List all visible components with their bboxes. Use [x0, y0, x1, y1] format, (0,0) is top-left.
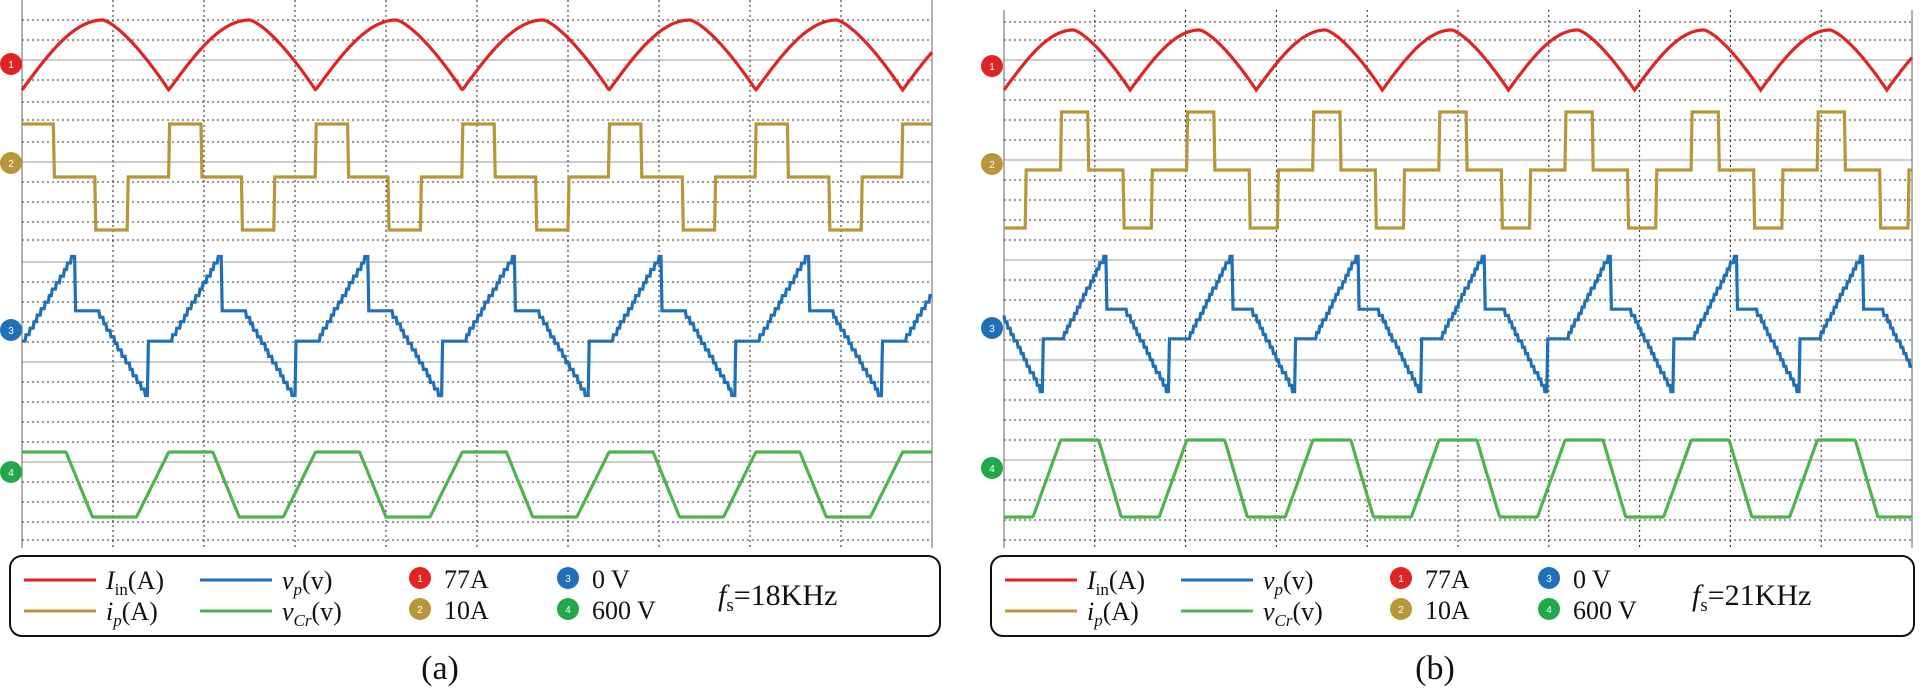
legend-box: [9, 555, 941, 637]
legend-line-label: vp(v): [1263, 566, 1313, 599]
legend-line-label: vCr(v): [1263, 597, 1323, 630]
waveform-i-p-a-: [1004, 110, 1912, 230]
waveform-i-p-a-: [22, 122, 932, 232]
legend-scale-marker: [1390, 567, 1412, 589]
channel-marker-label: 1: [989, 62, 995, 73]
legend-line-label: ip(A): [1087, 597, 1139, 630]
legend-line-label: vCr(v): [282, 597, 342, 630]
channel-marker-3: [0, 319, 22, 341]
legend-scale-marker: [1538, 598, 1560, 620]
channel-marker-4: [981, 457, 1003, 479]
legend-scale-marker: [409, 598, 431, 620]
waveform-i-in-a-: [20, 18, 934, 93]
caption-b: (b): [1415, 650, 1455, 687]
legend-scale-marker-label: 1: [417, 574, 423, 585]
legend-scale-marker: [557, 567, 579, 589]
scope-panel-b: 1 2 3 4 Iin(A)ip(A) vp(v)vCr(v) 1 77A 2 10A 3 0 V 4 6…: [981, 10, 1915, 637]
legend-scale-text: 0 V: [592, 565, 630, 594]
legend-scale-marker-label: 3: [565, 574, 571, 585]
legend-scale-text: 10A: [444, 596, 489, 625]
legend-frequency: fs=21KHz: [1692, 579, 1811, 616]
scope-grid: [1003, 10, 1913, 548]
legend-frequency: fs=18KHz: [718, 579, 837, 616]
channel-marker-label: 3: [8, 326, 14, 337]
legend-scale-marker-label: 4: [565, 605, 571, 616]
legend-scale-marker-label: 1: [1398, 574, 1404, 585]
channel-marker-label: 2: [8, 159, 14, 170]
legend-box: [990, 555, 1915, 637]
legend-scale-text: 10A: [1425, 596, 1470, 625]
channel-marker-1: [981, 55, 1003, 77]
legend-scale-marker: [557, 598, 579, 620]
legend-scale-marker: [1390, 598, 1412, 620]
waveform-v-p-v-: [1002, 254, 1912, 394]
channel-marker-label: 2: [989, 160, 995, 171]
channel-marker-label: 3: [989, 324, 995, 335]
legend-line-label: Iin(A): [105, 566, 164, 599]
scope-grid: [21, 0, 933, 548]
channel-marker-1: [0, 53, 22, 75]
legend-line-label: ip(A): [106, 597, 158, 630]
channel-marker-2: [0, 152, 22, 174]
waveform-v-p-v-: [22, 254, 932, 398]
channel-marker-3: [981, 317, 1003, 339]
channel-marker-2: [981, 153, 1003, 175]
legend-line-label: vp(v): [282, 566, 332, 599]
waveform-v-cr-v-: [22, 450, 932, 519]
legend-scale-text: 77A: [1425, 565, 1470, 594]
legend-scale-text: 600 V: [1573, 596, 1637, 625]
waveform-v-cr-v-: [1004, 438, 1912, 519]
waveform-i-in-a-: [1002, 28, 1914, 93]
caption-a: (a): [421, 650, 459, 687]
legend-scale-marker: [409, 567, 431, 589]
legend-line-label: Iin(A): [1086, 566, 1145, 599]
legend-scale-marker-label: 2: [417, 605, 423, 616]
legend-scale-text: 0 V: [1573, 565, 1611, 594]
channel-marker-label: 4: [8, 468, 14, 479]
legend-scale-text: 600 V: [592, 596, 656, 625]
channel-marker-label: 4: [989, 464, 995, 475]
channel-marker-4: [0, 461, 22, 483]
legend-scale-marker-label: 4: [1546, 605, 1552, 616]
legend-scale-marker-label: 2: [1398, 605, 1404, 616]
legend-scale-text: 77A: [444, 565, 489, 594]
legend-scale-marker-label: 3: [1546, 574, 1552, 585]
scope-panel-a: 1 2 3 4 Iin(A)ip(A) vp(v)vCr(v) 1 77A 2 10A 3 0 V 4 6…: [0, 0, 941, 637]
legend-scale-marker: [1538, 567, 1560, 589]
channel-marker-label: 1: [8, 60, 14, 71]
